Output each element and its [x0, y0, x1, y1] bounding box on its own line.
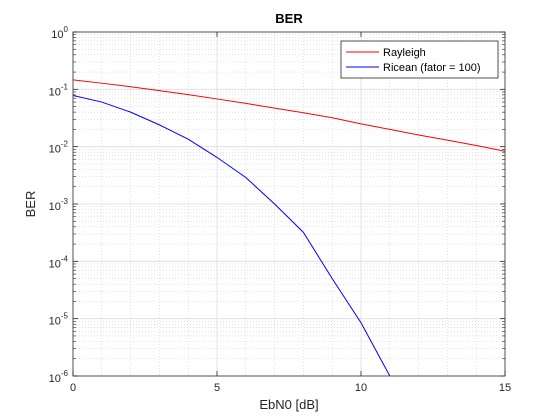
y-tick-label: 10-5: [49, 312, 69, 328]
x-tick-label: 15: [499, 382, 511, 394]
y-tick-label: 10-4: [49, 254, 69, 270]
x-tick-labels: 0 5 10 15: [70, 382, 511, 394]
series-line-1: [73, 95, 391, 376]
y-tick-label: 10-2: [49, 140, 69, 156]
y-tick-label: 10-1: [49, 82, 69, 98]
x-tick-label: 0: [70, 382, 76, 394]
x-tick-label: 10: [355, 382, 367, 394]
y-tick-labels: 100 10-1 10-2 10-3 10-4 10-5 10-6: [49, 25, 69, 385]
tick-marks: [72, 31, 506, 377]
y-tick-label: 100: [51, 25, 68, 41]
x-tick-label: 5: [214, 382, 220, 394]
legend-label-ricean: Ricean (fator = 100): [383, 62, 481, 74]
y-tick-label: 10-3: [49, 197, 69, 213]
y-axis-label: BER: [23, 191, 38, 218]
major-grid: [73, 32, 505, 376]
series-lines: [73, 79, 505, 376]
legend-label-rayleigh: Rayleigh: [383, 47, 426, 59]
legend-box: [340, 40, 499, 79]
y-tick-label: 10-6: [49, 369, 69, 385]
series-line-0: [73, 79, 505, 152]
x-axis-label: EbN0 [dB]: [259, 397, 318, 412]
chart-title: BER: [275, 11, 303, 26]
legend: Rayleigh Ricean (fator = 100): [340, 40, 499, 79]
